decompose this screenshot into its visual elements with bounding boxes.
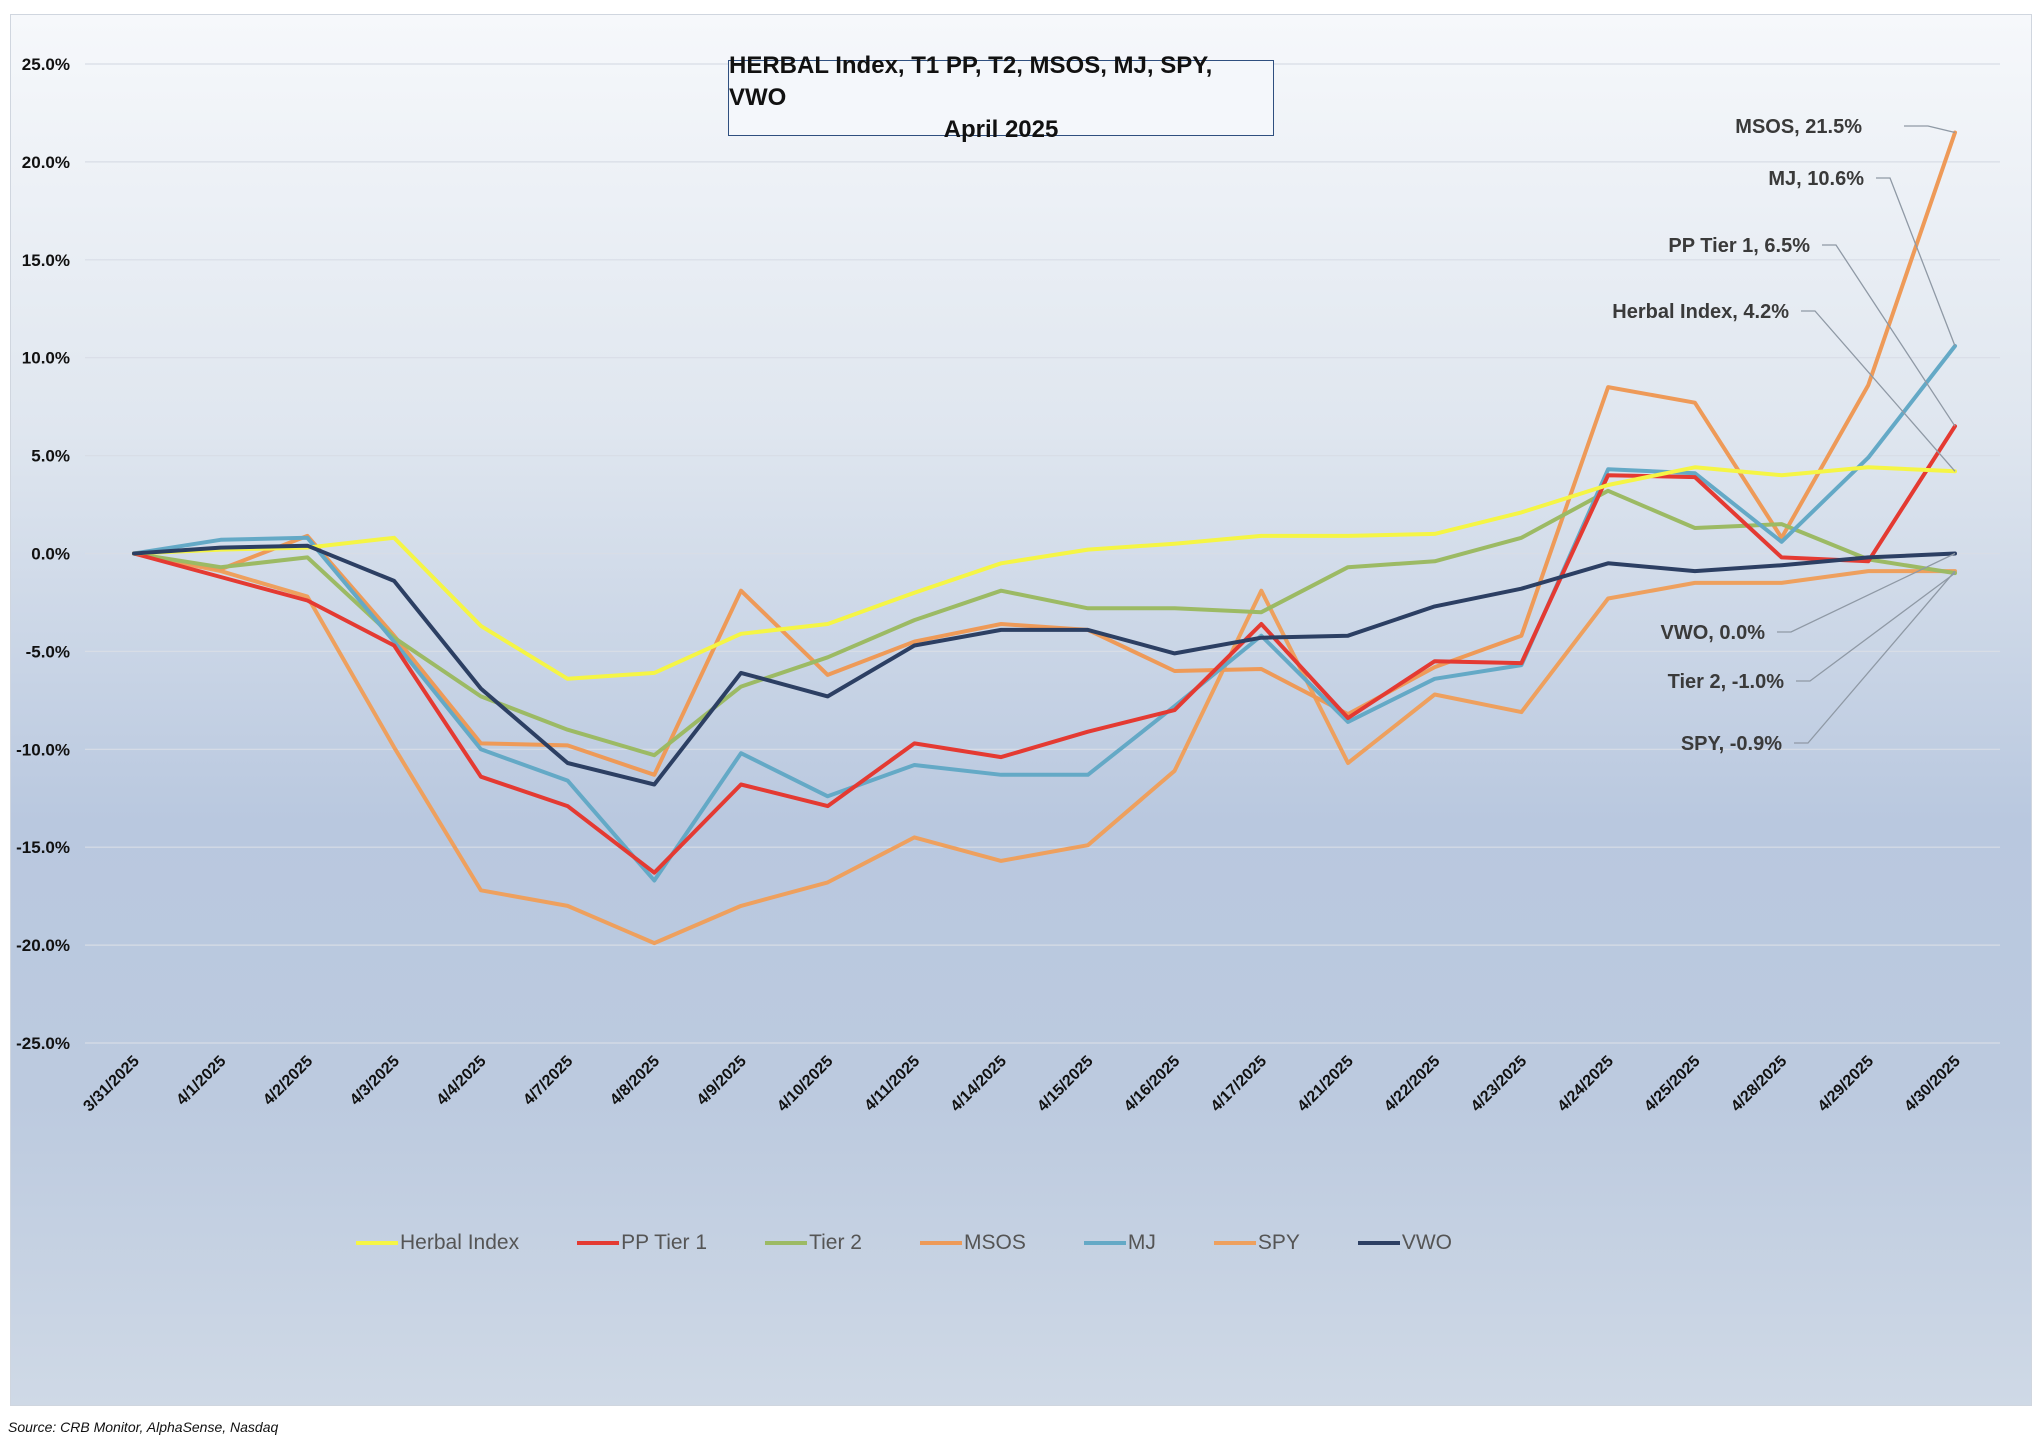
legend-item: MJ — [1083, 1231, 1156, 1255]
x-tick-label: 4/23/2025 — [1468, 1053, 1530, 1115]
x-tick-label: 4/30/2025 — [1901, 1053, 1963, 1115]
annotation-leader — [1794, 570, 1956, 744]
chart-frame — [10, 14, 2032, 1406]
annotation-leader — [1801, 310, 1956, 472]
x-tick-label: 4/25/2025 — [1641, 1053, 1703, 1115]
legend-swatch — [577, 1241, 620, 1245]
legend-item: VWO — [1357, 1231, 1453, 1255]
y-tick-label: 15.0% — [22, 251, 70, 270]
series-line-msos — [132, 130, 1957, 777]
y-tick-label: 10.0% — [22, 349, 70, 368]
x-tick-label: 3/31/2025 — [80, 1053, 142, 1115]
y-tick-label: -20.0% — [16, 936, 70, 955]
chart-title-box: HERBAL Index, T1 PP, T2, MSOS, MJ, SPY, … — [728, 52, 1274, 143]
chart-subtitle: April 2025 — [943, 116, 1059, 143]
x-tick-label: 4/9/2025 — [694, 1053, 750, 1109]
legend-item: SPY — [1213, 1231, 1300, 1255]
legend-swatch — [1213, 1241, 1256, 1245]
legend-label: SPY — [1257, 1231, 1300, 1254]
legend-swatch — [356, 1241, 398, 1245]
y-tick-label: -5.0% — [26, 642, 70, 661]
series-line-tier-2 — [132, 488, 1957, 758]
chart-title: HERBAL Index, T1 PP, T2, MSOS, MJ, SPY, … — [729, 52, 1213, 111]
annotation-leader — [1796, 572, 1956, 682]
annotation-label: MSOS, 21.5% — [1735, 116, 1862, 138]
legend-item: Tier 2 — [765, 1231, 862, 1255]
annotation-leader — [1777, 552, 1956, 633]
annotation-label: Tier 2, -1.0% — [1668, 671, 1785, 693]
x-tick-label: 4/3/2025 — [347, 1053, 403, 1109]
annotation-label: PP Tier 1, 6.5% — [1668, 235, 1810, 257]
legend-item: PP Tier 1 — [577, 1231, 707, 1255]
x-tick-label: 4/11/2025 — [862, 1053, 924, 1115]
source-note: Source: CRB Monitor, AlphaSense, Nasdaq — [8, 1419, 279, 1435]
series-line-herbal-index — [132, 465, 1957, 681]
legend-swatch — [765, 1241, 808, 1245]
chart-legend: Herbal Index PP Tier 1 Tier 2 MSOS MJ SPY VWO — [356, 1228, 1510, 1258]
legend-label: MJ — [1127, 1231, 1156, 1254]
y-tick-label: -25.0% — [16, 1034, 70, 1053]
x-tick-label: 4/4/2025 — [434, 1053, 490, 1109]
legend-label: Herbal Index — [400, 1231, 520, 1254]
x-tick-label: 4/7/2025 — [520, 1053, 576, 1109]
x-tick-label: 4/14/2025 — [948, 1053, 1010, 1115]
legend-swatch — [919, 1241, 962, 1245]
annotation-leader — [1904, 125, 1956, 134]
x-tick-label: 4/2/2025 — [260, 1053, 316, 1109]
x-tick-label: 4/17/2025 — [1208, 1053, 1270, 1115]
series-line-spy — [132, 551, 1957, 946]
x-tick-label: 4/29/2025 — [1815, 1053, 1877, 1115]
x-tick-label: 4/16/2025 — [1121, 1053, 1183, 1115]
legend-item: Herbal Index — [356, 1231, 519, 1255]
x-tick-label: 4/1/2025 — [173, 1053, 229, 1109]
legend-label: VWO — [1401, 1231, 1453, 1254]
y-tick-label: -15.0% — [16, 838, 70, 857]
y-tick-label: -10.0% — [16, 740, 70, 759]
annotation-label: SPY, -0.9% — [1681, 733, 1782, 755]
annotation-label: Herbal Index, 4.2% — [1612, 301, 1789, 323]
legend-label: Tier 2 — [809, 1231, 862, 1254]
y-tick-label: 25.0% — [22, 55, 70, 74]
legend-item: MSOS — [919, 1231, 1026, 1255]
y-tick-label: 20.0% — [22, 153, 70, 172]
x-tick-label: 4/8/2025 — [607, 1053, 663, 1109]
annotation-leader — [1822, 244, 1956, 427]
x-tick-label: 4/28/2025 — [1728, 1053, 1790, 1115]
y-tick-label: 5.0% — [31, 447, 70, 466]
legend-label: MSOS — [963, 1231, 1026, 1254]
x-tick-label: 4/24/2025 — [1555, 1053, 1617, 1115]
x-tick-label: 4/21/2025 — [1294, 1053, 1356, 1115]
legend-swatch — [1083, 1241, 1126, 1245]
series-line-mj — [132, 344, 1957, 883]
series-line-vwo — [132, 543, 1957, 787]
y-tick-label: 0.0% — [31, 545, 70, 564]
annotation-leader — [1876, 177, 1956, 347]
legend-label: PP Tier 1 — [621, 1231, 708, 1254]
annotation-label: MJ, 10.6% — [1768, 168, 1864, 190]
x-tick-label: 4/22/2025 — [1381, 1053, 1443, 1115]
legend-swatch — [1357, 1241, 1400, 1245]
annotation-label: VWO, 0.0% — [1661, 622, 1766, 644]
x-tick-label: 4/15/2025 — [1034, 1053, 1096, 1115]
x-tick-label: 4/10/2025 — [774, 1053, 836, 1115]
